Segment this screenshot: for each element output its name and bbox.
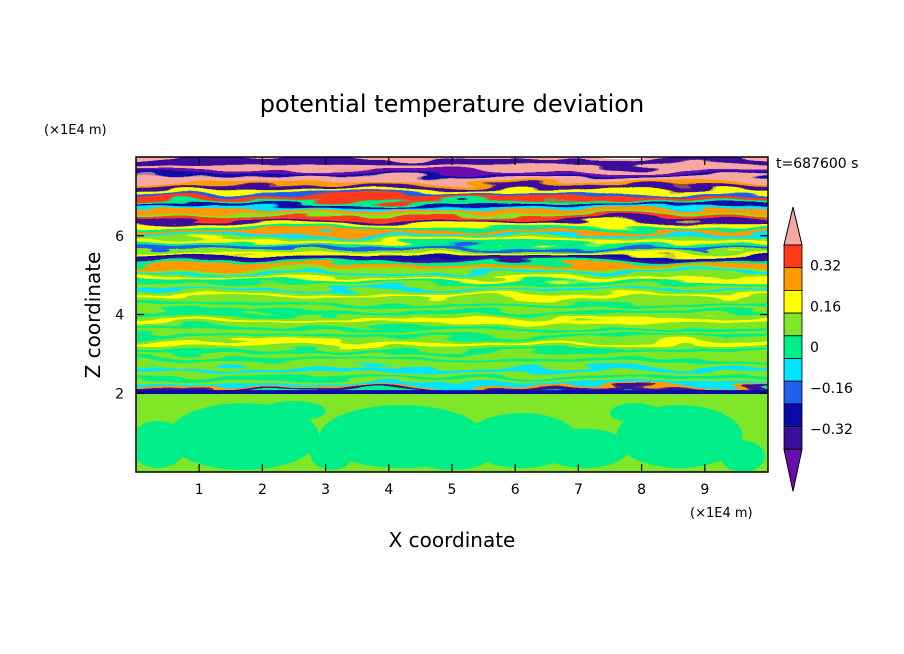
y-tick-label: 6 [115,229,124,245]
field-band [136,164,768,174]
colorbar-segment [783,380,803,405]
colorbar-segment [783,403,803,427]
colorbar: 0.32 0.16 0 −0.16 −0.32 [783,206,853,492]
heatmap-field [136,157,768,472]
colorbar-label: 0 [810,340,819,356]
colorbar-label: −0.16 [810,381,853,397]
x-axis-label: X coordinate [389,528,516,552]
field-cell [720,440,765,472]
x-tick-label: 7 [574,482,583,498]
x-tick-label: 8 [637,482,646,498]
colorbar-label: −0.32 [810,422,853,438]
colorbar-extend-bottom [783,448,803,492]
field-cell [540,428,629,469]
field-band [136,176,768,187]
colorbar-segment [783,289,803,314]
x-tick-label: 3 [321,482,330,498]
x-unit-label: (×1E4 m) [690,506,753,521]
colorbar-segment [783,244,803,269]
field-cell [309,434,355,471]
colorbar-segment [783,358,803,382]
time-label: t=687600 s [776,156,858,172]
field-band [136,361,768,371]
field-band [136,297,768,307]
x-tick-label: 9 [700,482,709,498]
x-tick-label: 2 [258,482,267,498]
field-band [136,390,768,395]
chart-title: potential temperature deviation [260,90,644,118]
colorbar-label: 0.32 [810,258,841,274]
x-tick-label: 6 [511,482,520,498]
x-tick-label: 4 [384,482,393,498]
colorbar-extend-top [783,206,803,246]
y-axis-label: Z coordinate [81,252,105,379]
colorbar-segment [783,312,803,337]
y-unit-label: (×1E4 m) [44,123,107,138]
y-tick-label: 2 [115,386,124,402]
colorbar-segment [783,335,803,359]
colorbar-label: 0.16 [810,299,841,315]
colorbar-segment [783,267,803,291]
x-tick-label: 1 [195,482,204,498]
x-axis: 1 2 3 4 5 6 7 8 9 [195,157,709,498]
field-band [136,370,768,380]
y-tick-label: 4 [115,308,124,324]
field-cell [262,401,326,421]
colorbar-segment [783,426,803,450]
y-axis: 2 4 6 [115,229,768,402]
field-cell [414,442,490,471]
field-cell [610,403,661,423]
x-tick-label: 5 [448,482,457,498]
